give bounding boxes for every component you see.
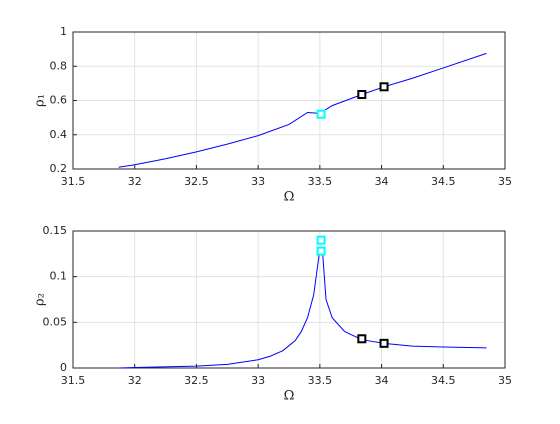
x-tick-label: 31.5 bbox=[61, 175, 86, 188]
marker bbox=[379, 338, 389, 348]
x-tick-label: 34.5 bbox=[431, 374, 456, 387]
x-tick-label: 35 bbox=[498, 175, 512, 188]
x-tick-label: 32.5 bbox=[184, 175, 209, 188]
y-axis-label: ρ₂ bbox=[33, 293, 48, 306]
x-tick-label: 32.5 bbox=[184, 374, 209, 387]
y-tick-label: 0 bbox=[60, 361, 67, 374]
y-tick-label: 0.6 bbox=[50, 94, 68, 107]
marker bbox=[316, 109, 326, 119]
y-tick-label: 0.15 bbox=[43, 224, 68, 237]
x-axis-label: Ω bbox=[284, 389, 295, 404]
y-tick-label: 0.05 bbox=[43, 315, 68, 328]
y-tick-label: 1 bbox=[60, 25, 67, 38]
x-tick-label: 34 bbox=[375, 175, 389, 188]
x-tick-label: 34 bbox=[375, 374, 389, 387]
x-tick-label: 35 bbox=[498, 374, 512, 387]
data-line bbox=[118, 248, 487, 369]
x-tick-label: 33 bbox=[251, 175, 265, 188]
marker bbox=[357, 90, 367, 100]
x-tick-label: 33 bbox=[251, 374, 265, 387]
x-tick-label: 32 bbox=[128, 175, 142, 188]
marker bbox=[379, 82, 389, 92]
marker bbox=[357, 334, 367, 344]
marker bbox=[316, 235, 326, 245]
y-tick-label: 0.1 bbox=[50, 270, 68, 283]
y-axis-label: ρ₁ bbox=[33, 94, 48, 107]
axes-box bbox=[72, 31, 506, 170]
data-line bbox=[118, 52, 487, 168]
x-tick-label: 33.5 bbox=[308, 175, 333, 188]
x-axis-label: Ω bbox=[284, 190, 295, 205]
y-tick-label: 0.2 bbox=[50, 162, 68, 175]
y-tick-label: 0.8 bbox=[50, 59, 68, 72]
x-tick-label: 31.5 bbox=[61, 374, 86, 387]
marker bbox=[316, 246, 326, 256]
y-tick-label: 0.4 bbox=[50, 128, 68, 141]
axes-box bbox=[72, 230, 506, 369]
x-tick-label: 33.5 bbox=[308, 374, 333, 387]
x-tick-label: 34.5 bbox=[431, 175, 456, 188]
x-tick-label: 32 bbox=[128, 374, 142, 387]
